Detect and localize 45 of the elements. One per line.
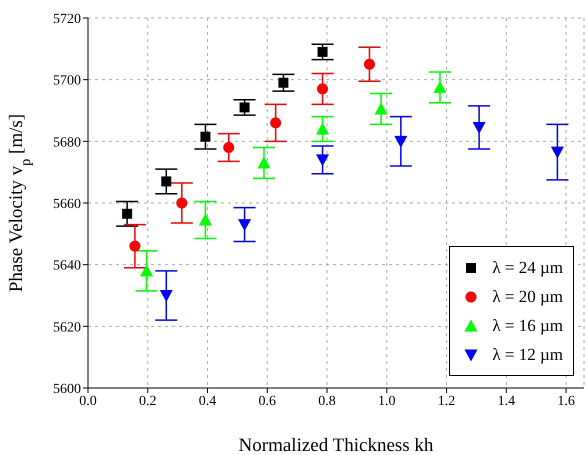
point bbox=[550, 146, 564, 159]
point bbox=[318, 46, 328, 57]
x-tick-label: 1.4 bbox=[498, 394, 516, 409]
point bbox=[238, 219, 252, 232]
point bbox=[394, 136, 408, 148]
y-tick-label: 5620 bbox=[53, 320, 81, 336]
point bbox=[257, 156, 270, 168]
point bbox=[433, 80, 446, 93]
point bbox=[198, 213, 212, 226]
point bbox=[316, 122, 330, 134]
point bbox=[140, 264, 154, 276]
point bbox=[270, 117, 282, 128]
point bbox=[122, 208, 132, 219]
point bbox=[240, 102, 250, 112]
x-tick-label: 0.2 bbox=[139, 394, 157, 409]
point bbox=[223, 142, 234, 153]
x-axis-title: Normalized Thickness kh bbox=[238, 435, 434, 455]
x-tick-label: 1.0 bbox=[378, 394, 396, 409]
legend-label: λ = 24 µm bbox=[492, 258, 563, 278]
y-tick-label: 5660 bbox=[53, 196, 81, 212]
point bbox=[374, 102, 388, 114]
point bbox=[316, 154, 330, 166]
point bbox=[472, 122, 486, 134]
point bbox=[317, 83, 328, 94]
y-tick-label: 5680 bbox=[53, 135, 81, 150]
legend-label: λ = 20 µm bbox=[492, 286, 563, 306]
point bbox=[161, 176, 172, 186]
x-tick-label: 0.8 bbox=[318, 394, 336, 409]
x-tick-label: 0.6 bbox=[258, 394, 276, 409]
point bbox=[176, 198, 188, 208]
x-tick-label: 0.0 bbox=[79, 394, 97, 409]
point bbox=[129, 240, 140, 252]
point bbox=[160, 290, 173, 302]
y-tick-label: 5720 bbox=[53, 12, 81, 27]
legend-label: λ = 12 µm bbox=[492, 344, 563, 364]
point bbox=[364, 58, 375, 70]
point bbox=[278, 78, 288, 88]
y-tick-label: 5640 bbox=[53, 258, 81, 274]
x-tick-label: 1.2 bbox=[438, 394, 456, 409]
legend-label: λ = 16 µm bbox=[492, 316, 563, 336]
y-tick-label: 5700 bbox=[53, 74, 81, 89]
point bbox=[200, 132, 210, 142]
x-tick-label: 0.4 bbox=[198, 394, 216, 409]
y-tick-label: 5600 bbox=[53, 382, 81, 397]
x-tick-label: 1.6 bbox=[557, 394, 575, 409]
